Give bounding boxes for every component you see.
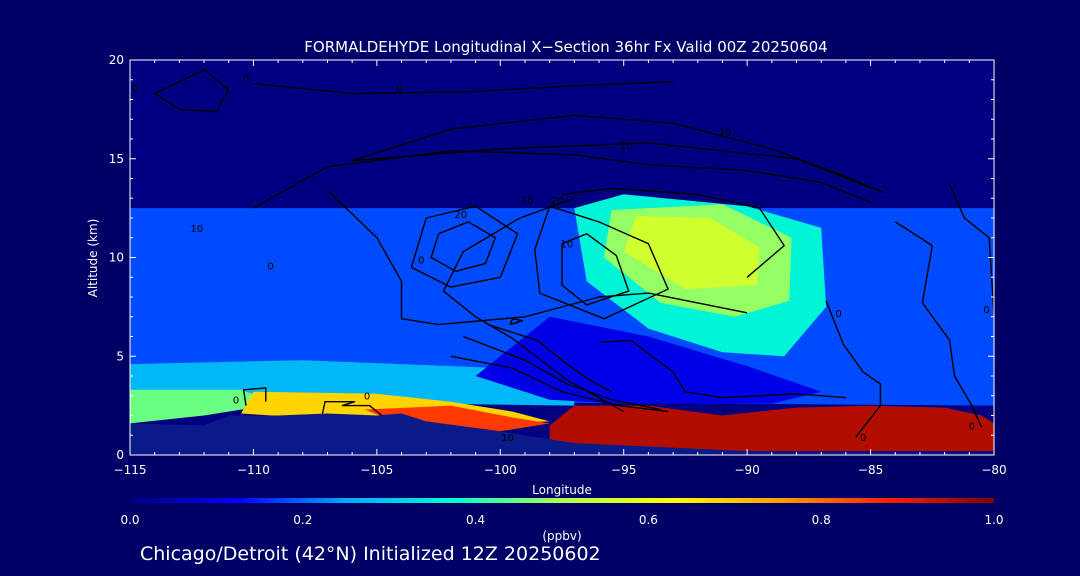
y-tick-label: 15 [109,152,124,166]
y-tick-label: 20 [109,53,124,67]
concentration-region-8 [364,405,550,436]
x-axis: −115 −110 −105 −100 −95 −90 −85 −80 [114,60,1007,477]
y-axis: 0 5 10 15 20 [109,53,994,462]
concentration-region-5 [623,216,760,290]
colorbar-label: (ppbv) [542,529,581,543]
contour-label-15: 0 [364,392,370,403]
contour-line-14 [598,339,846,399]
chart-title: FORMALDEHYDE Longitudinal X−Section 36hr… [304,38,827,56]
contour-line-1 [253,81,674,95]
contour-line-11 [463,335,661,411]
contour-label-10: 0 [268,261,274,272]
contour-line-9 [534,205,669,320]
contour-label-0: 0 [132,84,138,95]
contour-line-20 [509,318,524,326]
x-tick-label: −110 [237,463,270,477]
contour-line-3 [253,150,871,209]
concentration-region-9 [549,405,994,452]
contour-line-18 [242,387,267,406]
terrain [130,413,994,455]
contour-label-12: 0 [835,309,841,320]
contour-label-14: 0 [233,396,239,407]
y-tick-label: 0 [116,448,124,462]
contour-label-5: 10 [719,127,732,138]
x-tick-label: −115 [114,463,147,477]
x-tick-label: −90 [734,463,759,477]
contour-line-5 [430,221,496,272]
colorbar-tick-label: 0.6 [639,513,658,527]
contour-label-16: 10 [501,433,514,444]
colorbar-tick-label: 0.8 [812,513,831,527]
contour-line-8 [561,233,630,306]
colorbar-tick-label: 0.0 [120,513,139,527]
contour-line-4 [327,189,748,326]
x-tick-label: −100 [484,463,517,477]
contour-line-19 [321,401,383,417]
contour-label-2: 0 [396,84,402,95]
plot-area: 0 0 0 10 10 10 10 20 20 10 0 0 0 0 0 0 10 0 0 [130,60,994,455]
contour-line-10 [487,323,612,393]
colorbar [130,498,994,503]
contour-line-16 [894,221,983,428]
contour-label-17: 0 [860,433,866,444]
contour-lines [154,69,994,438]
contour-line-17 [948,184,994,315]
contour-label-6: 10 [521,196,534,207]
contour-label-3: 10 [190,224,203,235]
contour-label-4: 10 [620,141,633,152]
colorbar-ticks: 0.0 0.2 0.4 0.6 0.8 1.0 [120,513,1003,527]
contour-label-7: 20 [454,210,467,221]
x-tick-label: −95 [611,463,636,477]
y-tick-label: 5 [116,349,124,363]
contour-line-2 [351,114,884,194]
contour-label-13: 0 [983,305,989,316]
x-tick-label: −85 [858,463,883,477]
init-info-footer: Chicago/Detroit (42°N) Initialized 12Z 2… [140,543,601,565]
contour-label-11: 0 [418,255,424,266]
colorbar-tick-label: 0.4 [466,513,485,527]
x-tick-label: −80 [981,463,1006,477]
contour-line-0 [154,69,230,113]
contour-line-13 [442,197,625,413]
contour-label-1: 0 [243,74,249,85]
concentration-region-6 [130,389,279,424]
contour-label-9: 10 [561,240,574,251]
x-tick-label: −105 [360,463,393,477]
terrain-mask [130,413,994,455]
contour-line-12 [450,355,669,413]
contour-label-18: 0 [969,421,975,432]
y-tick-label: 10 [109,251,124,265]
x-axis-label: Longitude [532,483,592,497]
contour-line-7 [561,187,785,278]
contour-label-8: 20 [551,196,564,207]
contour-line-15 [825,300,882,438]
colorbar-tick-label: 0.2 [293,513,312,527]
contour-line-6 [410,205,519,288]
colorbar-tick-label: 1.0 [984,513,1003,527]
contour-labels: 0 0 0 10 10 10 10 20 20 10 0 0 0 0 0 0 10 0 0 [132,74,990,445]
y-axis-label: Altitude (km) [86,219,100,298]
